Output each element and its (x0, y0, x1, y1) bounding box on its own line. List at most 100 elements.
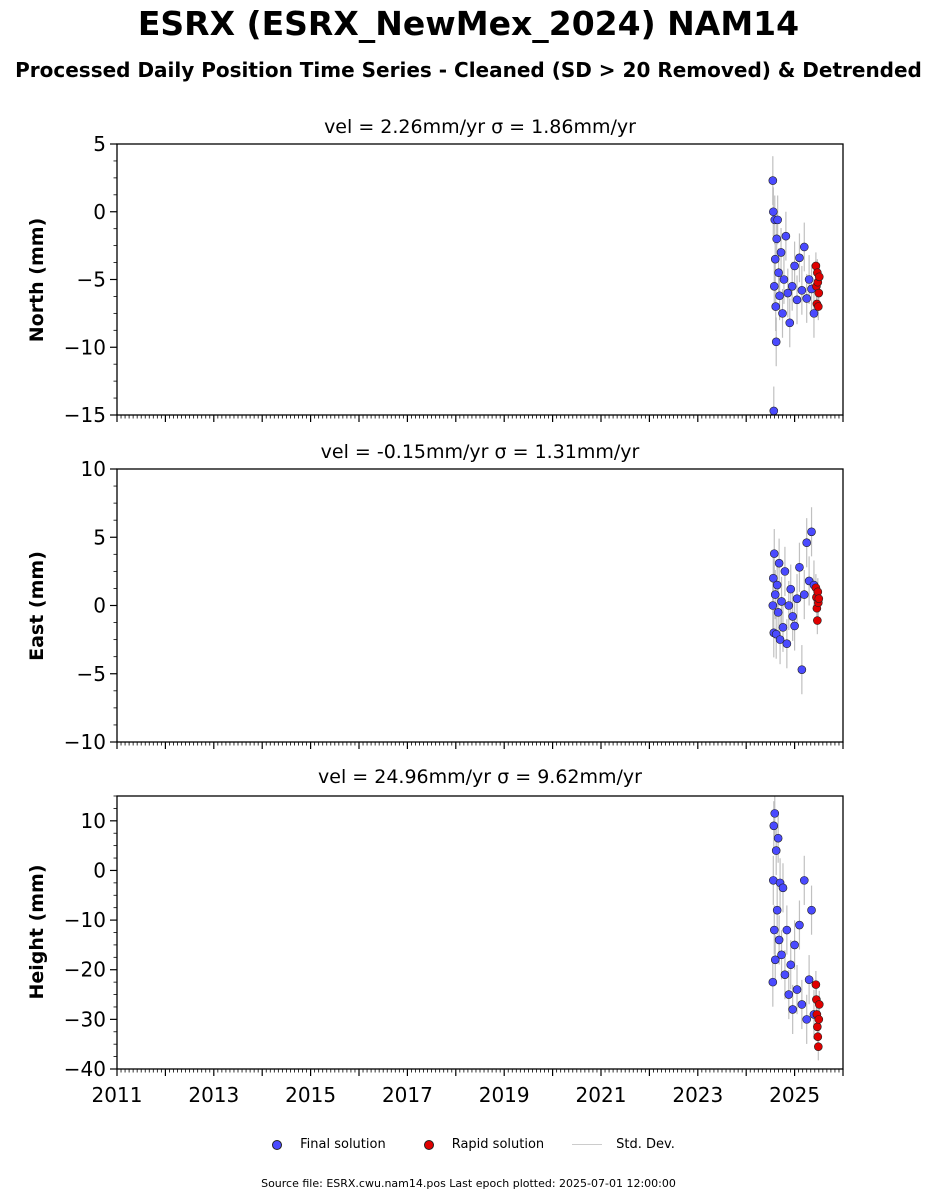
height-x-tick-label: 2015 (285, 1083, 336, 1107)
east-final-point (769, 573, 778, 583)
east-final-point (782, 639, 792, 649)
east-y-tick-label: −10 (64, 730, 106, 754)
north-final-point (770, 254, 780, 264)
north-final-point (776, 248, 786, 257)
height-x-tick-label: 2011 (92, 1083, 143, 1107)
north-final-point (773, 215, 782, 225)
legend-final-label: Final solution (300, 1137, 386, 1152)
east-final-point (778, 623, 788, 632)
east-axes-frame (116, 468, 844, 743)
north-axes-frame (116, 143, 844, 416)
height-x-tick-label: 2013 (188, 1083, 239, 1107)
height-final-point (769, 925, 779, 935)
legend: Final solution Rapid solution Std. Dev. (0, 1137, 937, 1152)
height-x-tick-label: 2021 (576, 1083, 627, 1107)
east-final-point (780, 567, 790, 576)
height-data (768, 796, 824, 1061)
height-rapid-point (814, 1000, 824, 1009)
height-x-tick-label: 2023 (672, 1083, 723, 1107)
north-final-point (775, 291, 784, 301)
east-final-point (777, 597, 786, 606)
height-final-point (768, 977, 778, 987)
height-axes-frame (116, 795, 844, 1070)
height-final-point (807, 905, 816, 915)
east-final-point (784, 601, 794, 610)
north-final-point (768, 176, 778, 185)
height-final-point (799, 876, 809, 885)
height-final-point (777, 950, 786, 960)
north-final-point (772, 234, 781, 244)
height-y-tick-label: −10 (64, 908, 106, 932)
east-y-tick-label: 5 (93, 525, 106, 549)
east-final-point (797, 665, 807, 674)
north-y-tick-label: −5 (77, 268, 106, 292)
north-final-point (774, 268, 783, 278)
north-rapid-point (814, 302, 823, 311)
height-ylabel: Height (mm) (26, 864, 48, 999)
legend-rapid-label: Rapid solution (451, 1137, 545, 1152)
chart-subtitle: Processed Daily Position Time Series - C… (15, 58, 922, 82)
north-data (768, 156, 824, 415)
height-final-point (802, 1015, 812, 1024)
north-final-point (781, 231, 791, 241)
height-y-tick-label: −40 (64, 1057, 106, 1081)
height-final-point (797, 1000, 807, 1009)
east-y-tick-label: −5 (77, 662, 106, 686)
height-final-point (782, 925, 792, 935)
north-final-point (769, 281, 779, 291)
north-final-point (790, 261, 799, 271)
height-panel-title: vel = 24.96mm/yr σ = 9.62mm/yr (318, 766, 642, 788)
height-final-point (784, 990, 794, 999)
height-y-tick-label: 10 (81, 809, 106, 833)
height-final-point (792, 985, 802, 994)
height-final-point (786, 960, 796, 970)
legend-final-item: Final solution (262, 1137, 386, 1152)
east-final-point (786, 584, 796, 594)
height-x-tick-label: 2019 (479, 1083, 530, 1107)
height-y-tick-label: −30 (64, 1007, 106, 1031)
height-final-point (790, 940, 799, 950)
east-final-point (795, 562, 804, 572)
east-y-tick-label: 10 (81, 457, 106, 481)
height-final-point (770, 955, 780, 965)
north-final-point (795, 253, 804, 263)
height-rapid-point (811, 980, 821, 989)
legend-std-label: Std. Dev. (616, 1137, 675, 1152)
height-final-point (774, 935, 784, 945)
east-rapid-point (813, 616, 822, 625)
height-final-point (795, 920, 804, 930)
legend-rapid-item: Rapid solution (414, 1137, 544, 1152)
height-final-point (788, 1005, 797, 1014)
east-final-point (772, 580, 782, 590)
east-final-point (799, 590, 809, 599)
north-y-tick-label: −15 (64, 403, 106, 427)
east-data (768, 507, 824, 695)
height-final-point (769, 821, 779, 831)
legend-std-item: Std. Dev. (572, 1137, 675, 1152)
north-final-point (797, 286, 807, 295)
legend-std-line (572, 1144, 603, 1145)
source-footer: Source file: ESRX.cwu.nam14.pos Last epo… (261, 1177, 676, 1190)
north-final-point (769, 406, 779, 415)
height-final-point (804, 975, 814, 984)
chart-main-title: ESRX (ESRX_NewMex_2024) NAM14 (137, 4, 800, 43)
east-final-point (802, 538, 812, 548)
north-panel-title: vel = 2.26mm/yr σ = 1.86mm/yr (324, 116, 636, 138)
north-final-point (809, 309, 819, 318)
east-final-point (788, 612, 797, 621)
east-panel-title: vel = -0.15mm/yr σ = 1.31mm/yr (321, 441, 640, 463)
east-final-point (790, 621, 799, 631)
height-final-point (772, 905, 782, 915)
east-final-point (773, 608, 783, 617)
north-y-tick-label: 0 (93, 200, 106, 224)
north-final-point (783, 288, 793, 298)
north-final-point (799, 242, 809, 252)
legend-final-marker (272, 1139, 283, 1150)
north-y-tick-label: −10 (64, 335, 106, 359)
north-final-point (785, 318, 795, 328)
north-final-point (771, 337, 781, 347)
height-final-point (778, 883, 788, 893)
height-y-tick-label: −20 (64, 958, 106, 982)
